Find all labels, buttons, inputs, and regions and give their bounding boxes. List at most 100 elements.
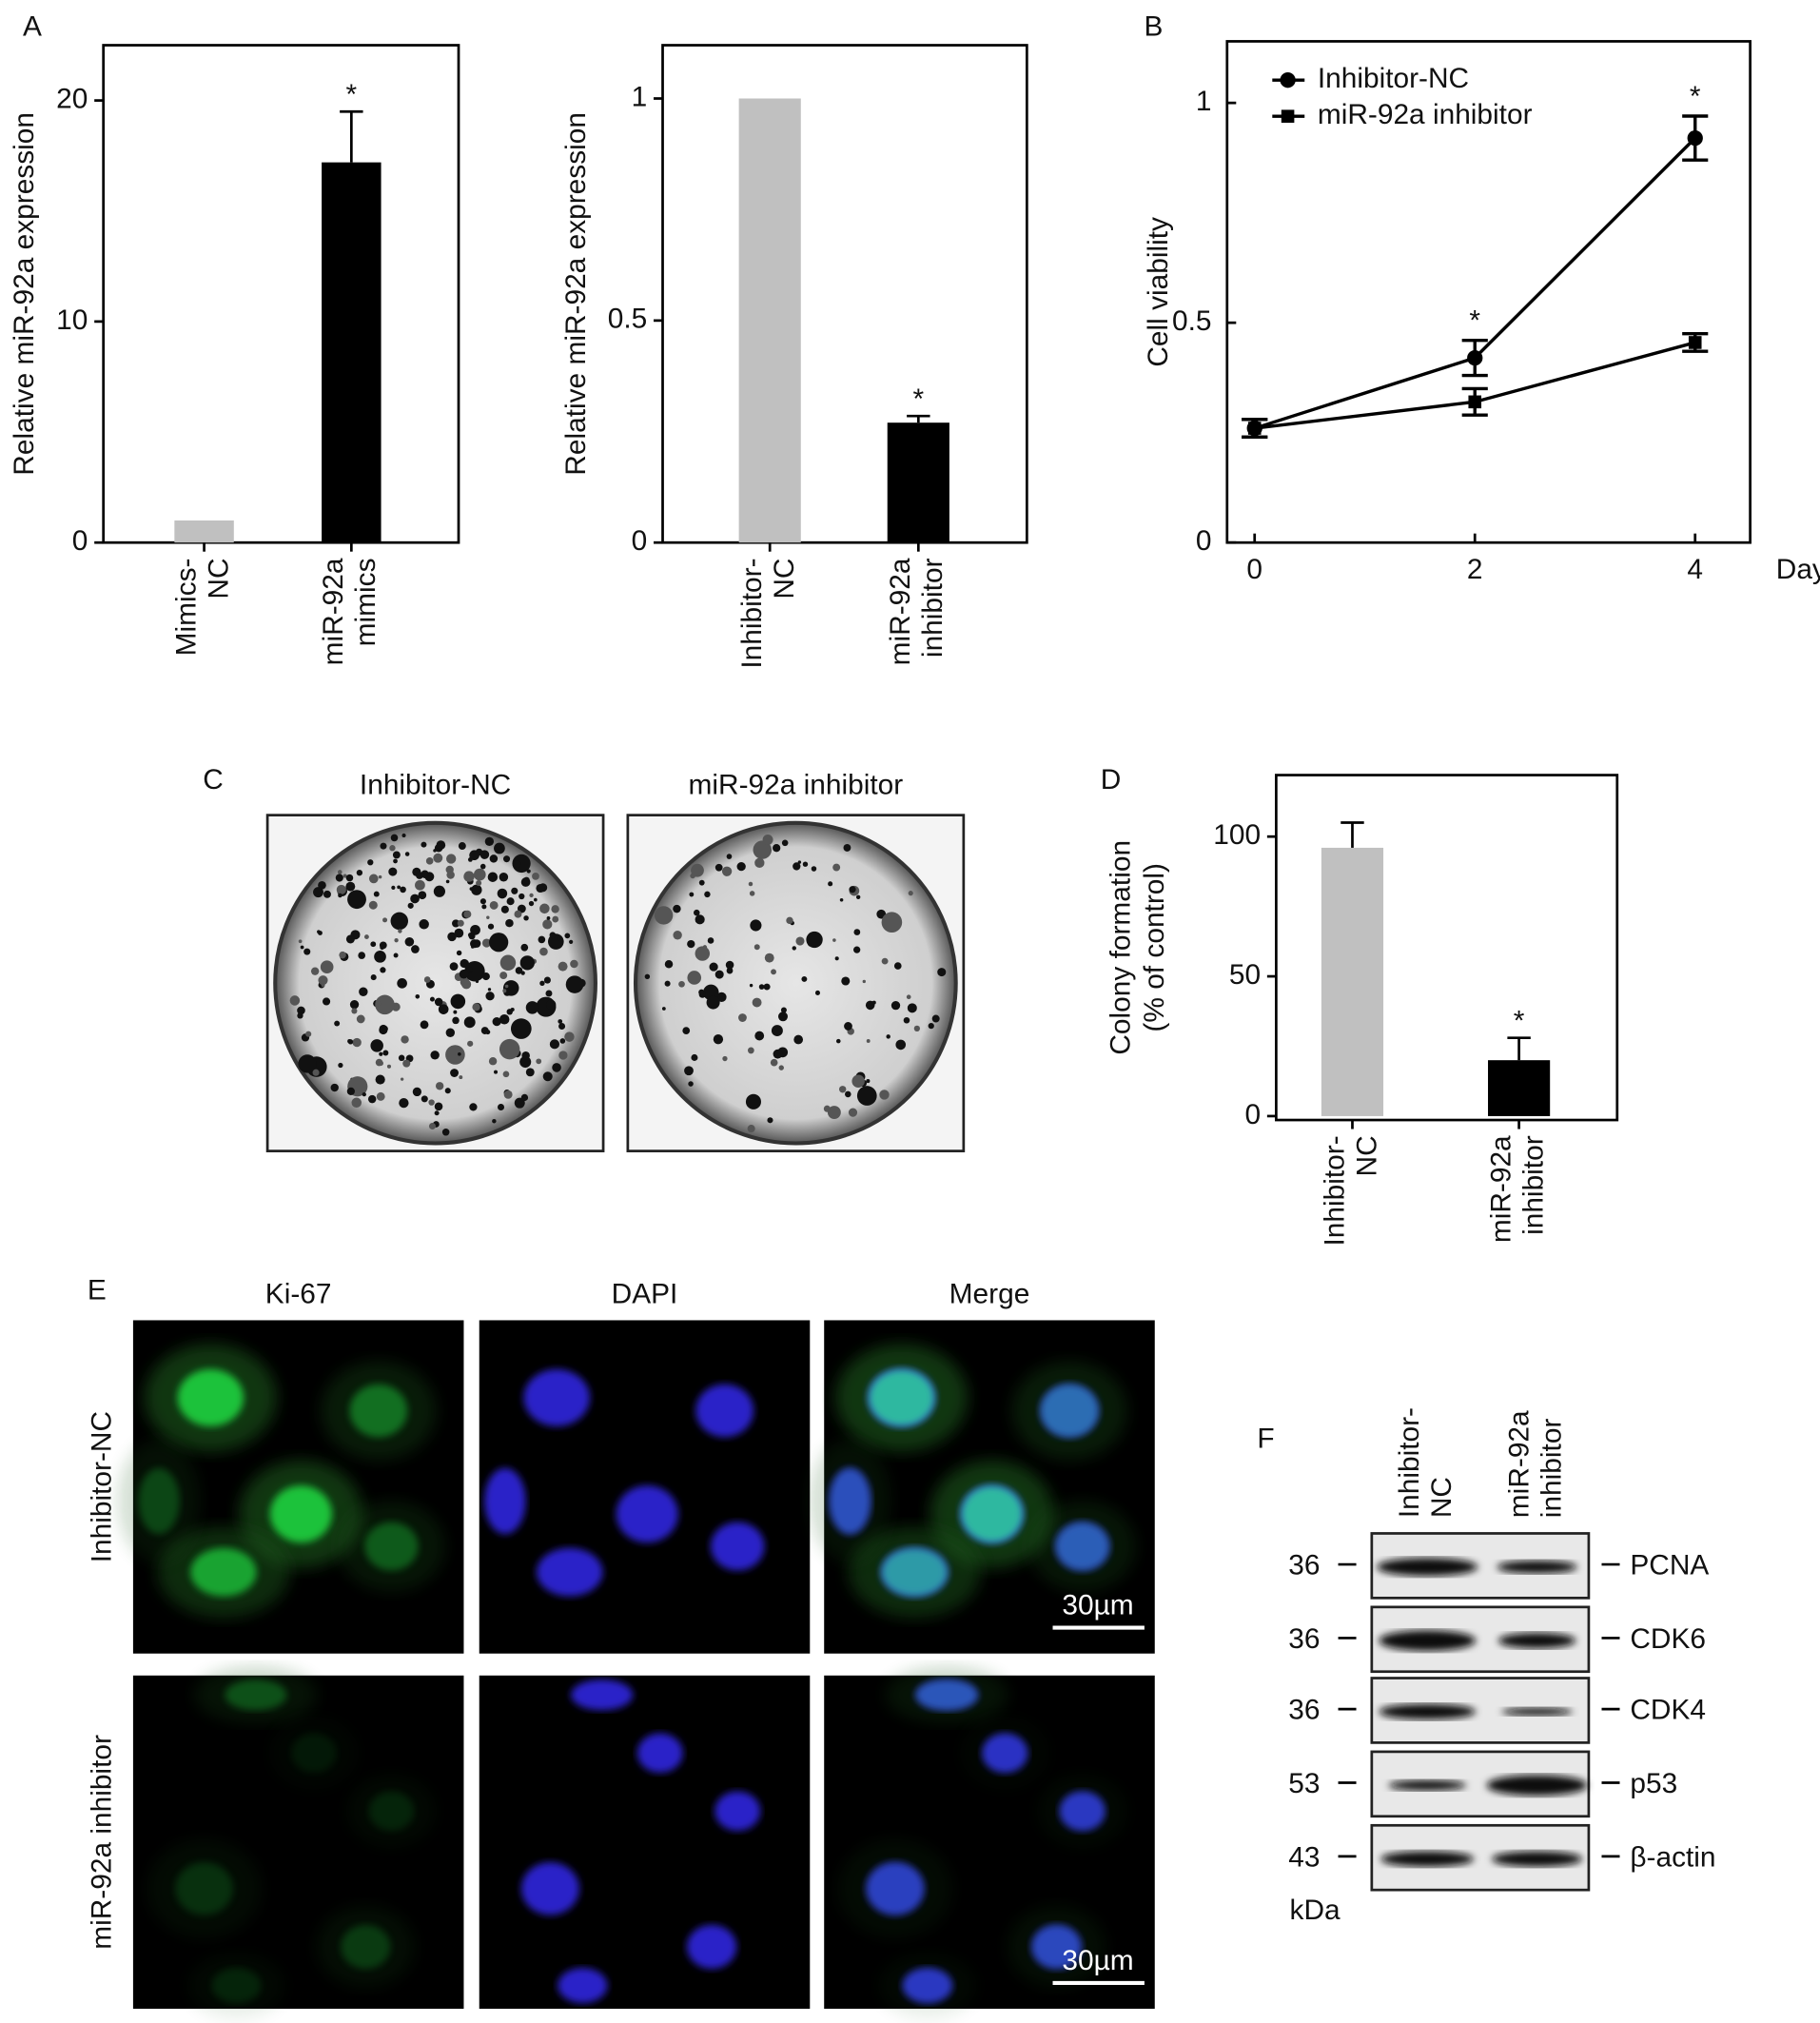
colony — [706, 995, 720, 1010]
colony — [539, 980, 545, 986]
colony — [689, 892, 695, 897]
colony — [469, 850, 479, 861]
micrograph — [479, 1675, 811, 2010]
colony — [441, 1128, 450, 1136]
green-nucleus — [868, 1368, 935, 1426]
colony — [767, 1117, 773, 1124]
colony — [346, 1087, 355, 1095]
colony — [430, 1051, 440, 1060]
micrograph-bg — [479, 1675, 811, 2010]
colony — [382, 1050, 389, 1056]
colony — [754, 1031, 765, 1041]
colony — [514, 910, 522, 918]
micrograph: 30µm — [824, 1665, 1155, 2019]
colony — [713, 1034, 724, 1045]
colony — [714, 970, 724, 979]
colony — [866, 1079, 871, 1084]
band — [1501, 1707, 1573, 1716]
colony — [449, 962, 459, 972]
colony — [472, 1003, 480, 1012]
colony — [762, 834, 773, 845]
y-tick-label: 0 — [1244, 1099, 1261, 1130]
colony — [375, 1074, 385, 1085]
marker — [1247, 422, 1262, 435]
lane-label: NC — [1426, 1477, 1458, 1518]
colony — [446, 854, 457, 864]
colony — [903, 1016, 910, 1024]
colony — [370, 1039, 383, 1052]
size-marker: 36 — [1288, 1623, 1320, 1655]
colony — [445, 1028, 456, 1037]
colony — [557, 936, 560, 941]
colony — [421, 1095, 428, 1103]
significance-mark: * — [346, 79, 358, 110]
colony — [471, 884, 482, 895]
protein-label: PCNA — [1630, 1550, 1709, 1581]
row-label: Inhibitor-NC — [87, 1411, 118, 1562]
colony — [428, 1122, 437, 1130]
y-tick-label: 10 — [56, 304, 88, 336]
legend-label: Inhibitor-NC — [1318, 63, 1469, 94]
colony — [499, 954, 517, 972]
colony — [714, 863, 723, 872]
bar — [887, 422, 949, 543]
colony — [698, 989, 705, 995]
colony — [368, 874, 379, 884]
colony — [305, 1031, 312, 1037]
column-label: DAPI — [612, 1279, 678, 1310]
colony — [503, 855, 511, 863]
green-nucleus — [1055, 1522, 1109, 1571]
significance-mark: * — [1690, 81, 1701, 112]
colony — [423, 976, 431, 983]
marker — [1687, 129, 1703, 147]
significance-mark: * — [913, 383, 925, 415]
nucleus — [558, 1968, 608, 2004]
colony — [678, 980, 685, 988]
colony — [436, 840, 446, 850]
colony — [473, 868, 486, 881]
colony — [489, 854, 499, 863]
colony — [467, 1040, 474, 1047]
panel-label: F — [1257, 1424, 1274, 1455]
colony — [684, 1066, 694, 1076]
colony — [469, 1103, 478, 1111]
x-tick-label: mimics — [350, 558, 382, 646]
colony — [502, 1070, 510, 1078]
colony — [722, 1055, 728, 1062]
band — [1492, 1851, 1583, 1867]
colony — [446, 871, 455, 879]
colony — [345, 881, 356, 892]
colony — [928, 1023, 934, 1030]
colony — [856, 1086, 877, 1106]
colony — [379, 941, 387, 950]
colony — [497, 888, 508, 899]
colony — [795, 936, 805, 946]
colony — [523, 915, 529, 921]
y-tick-label: 0 — [72, 525, 88, 557]
colony — [546, 999, 557, 1010]
colony — [763, 983, 771, 991]
colony — [780, 1007, 787, 1013]
colony — [404, 936, 415, 947]
scale-bar-label: 30µm — [1062, 1945, 1133, 1976]
dish — [633, 820, 958, 1146]
colony — [726, 854, 733, 859]
nucleus — [520, 1862, 579, 1915]
colony — [753, 944, 760, 951]
colony — [844, 1090, 851, 1098]
colony — [513, 860, 521, 869]
colony — [356, 870, 363, 876]
colony — [453, 1010, 458, 1014]
colony — [781, 839, 789, 847]
colony — [476, 879, 482, 887]
colony — [347, 1039, 352, 1044]
colony — [673, 931, 682, 940]
colony — [494, 1070, 499, 1074]
colony — [525, 1068, 535, 1077]
size-marker: 36 — [1288, 1550, 1320, 1581]
colony — [499, 872, 509, 882]
colony — [368, 900, 378, 910]
y-axis-label: Colony formation — [1106, 840, 1137, 1055]
